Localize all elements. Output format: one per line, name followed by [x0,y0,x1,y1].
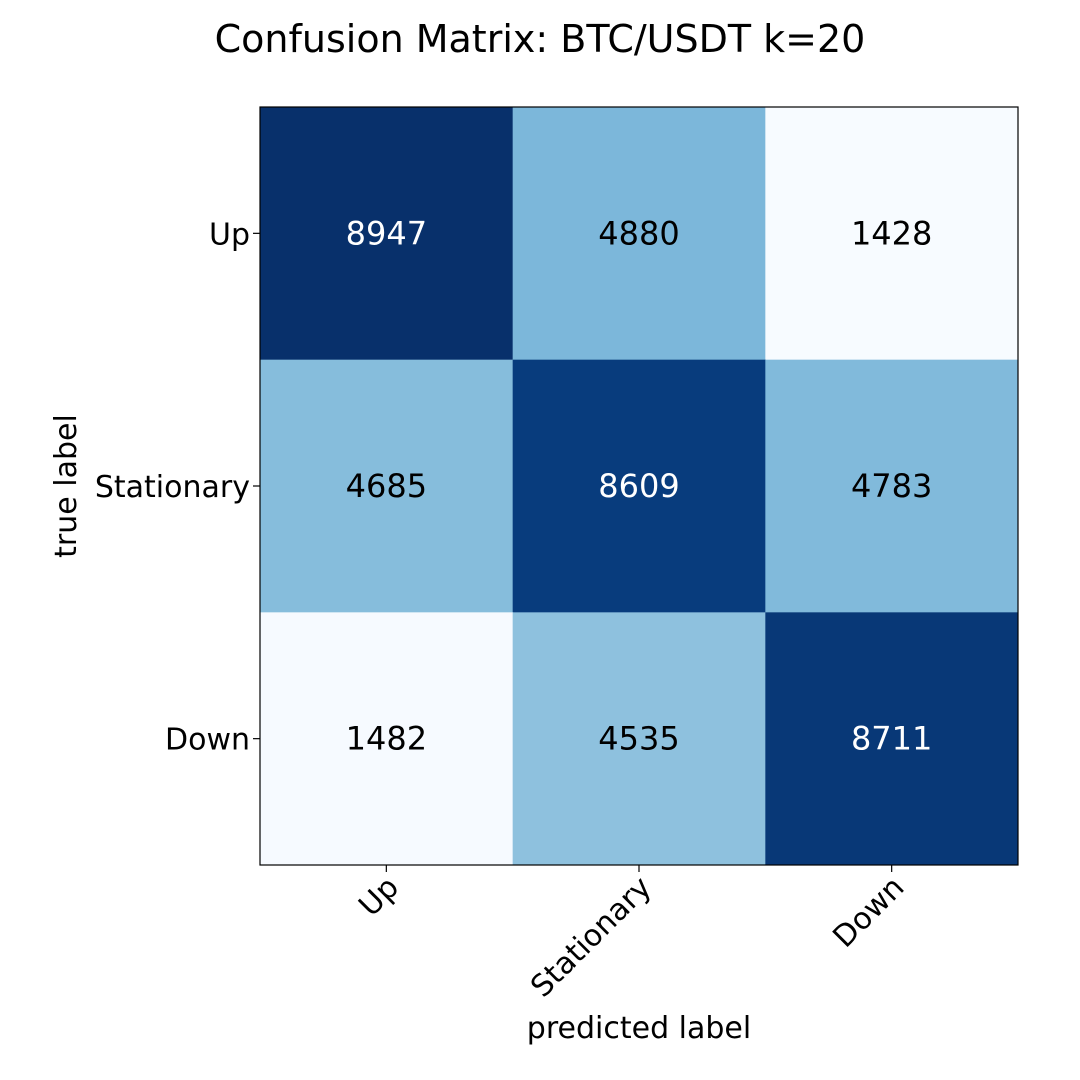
heatmap-cell [260,612,514,866]
x-tick-label: Up [352,870,406,924]
x-tick-label: Stationary [524,870,658,1004]
heatmap-cell [765,612,1019,866]
heatmap-cell-value: 8947 [346,214,427,252]
heatmap-cell-value: 1482 [346,720,427,758]
heatmap-cell-value: 4783 [851,467,932,505]
heatmap-cell-value: 8609 [598,467,679,505]
heatmap-cell-labels: 8947 4880 1428 4685 8609 4783 1482 4535 8711 [346,214,933,757]
heatmap-cell [260,107,514,361]
y-tick-label: Down [165,723,250,758]
heatmap-cell [765,359,1019,613]
chart-title: Confusion Matrix: BTC/USDT k=20 [215,17,866,61]
y-axis-label: true label [49,414,84,558]
y-axis-ticks: Up Stationary Down [95,217,260,758]
heatmap-cell-value: 4535 [598,720,679,758]
heatmap-cell-value: 1428 [851,214,932,252]
heatmap-cell [512,359,766,613]
heatmap-cell [765,107,1019,361]
heatmap-cell [512,612,766,866]
y-tick-label: Stationary [95,470,250,505]
heatmap-cells [260,107,1019,866]
x-tick-label: Down [826,870,911,955]
heatmap-cell-value: 8711 [851,720,932,758]
heatmap-cell [260,359,514,613]
heatmap-cell [512,107,766,361]
y-tick-label: Up [209,217,250,252]
heatmap-cell-value: 4880 [598,214,679,252]
x-axis-ticks: Up Stationary Down [352,865,911,1004]
heatmap-cell-value: 4685 [346,467,427,505]
x-axis-label: predicted label [527,1011,751,1046]
